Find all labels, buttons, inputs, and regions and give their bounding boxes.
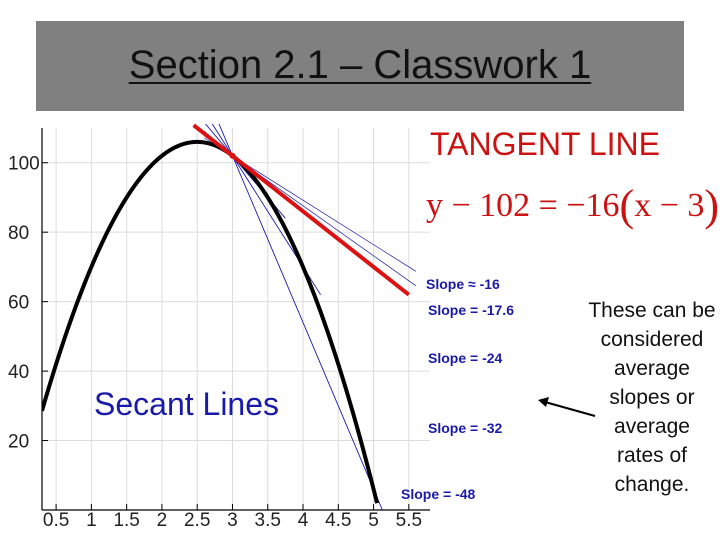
y-tick-label-2: 60 <box>8 293 29 314</box>
equation-lhs: y − 102 = −16 <box>426 187 620 224</box>
x-tick-label-1: 1 <box>86 510 97 531</box>
average-rate-note: These can be considered average slopes o… <box>588 299 716 496</box>
secant-slope-label-2: Slope = -24 <box>428 350 503 366</box>
x-tick-label-2: 1.5 <box>113 510 139 531</box>
tangent-slope-label: Slope ≈ -16 <box>426 276 500 292</box>
arrowhead-icon <box>538 397 549 407</box>
tangent-line-group <box>192 123 411 297</box>
y-tick-label-0: 20 <box>8 432 29 453</box>
x-tick-label-6: 3.5 <box>255 510 281 531</box>
secant-lines <box>203 124 417 510</box>
x-tick-label-3: 2 <box>157 510 168 531</box>
equation-inner: x − 3 <box>634 187 705 224</box>
curve <box>42 139 380 504</box>
secant-slope-label-1: Slope = -17.6 <box>428 302 514 318</box>
x-tick-label-7: 4 <box>298 510 309 531</box>
y-tick-label-1: 40 <box>8 362 29 383</box>
equation-open-paren: ( <box>619 181 635 230</box>
x-tick-label-4: 2.5 <box>184 510 210 531</box>
annotation-arrow <box>544 401 596 417</box>
equation-close-paren: ) <box>704 181 720 230</box>
x-tick-label-9: 5 <box>368 510 379 531</box>
x-tick-label-0: 0.5 <box>43 510 69 531</box>
tangent-equation: y − 102 = −16(x − 3) <box>426 176 720 230</box>
grid <box>42 128 430 510</box>
axes: 20 40 60 80 100 0.5 1 1.5 2 2.5 3 3.5 4 4.5 5 5.5 <box>8 128 430 531</box>
title-bar: Section 2.1 – Classwork 1 <box>36 21 684 111</box>
y-tick-label-4: 100 <box>8 154 40 175</box>
point-of-tangency <box>229 152 236 159</box>
y-tick-label-3: 80 <box>8 223 29 244</box>
tangent-line <box>192 123 411 297</box>
x-tick-label-5: 3 <box>227 510 238 531</box>
secant-line-4 <box>218 124 383 510</box>
secant-lines-heading: Secant Lines <box>94 386 280 422</box>
x-tick-label-10: 5.5 <box>396 510 422 531</box>
slide-title: Section 2.1 – Classwork 1 <box>128 43 592 87</box>
arrow-group <box>538 397 596 417</box>
parabola-curve <box>42 139 380 504</box>
tangent-line-heading: TANGENT LINE <box>430 126 660 162</box>
secant-slope-label-4: Slope = -48 <box>401 486 476 502</box>
x-tick-label-8: 4.5 <box>325 510 351 531</box>
secant-slope-label-3: Slope = -32 <box>428 420 503 436</box>
